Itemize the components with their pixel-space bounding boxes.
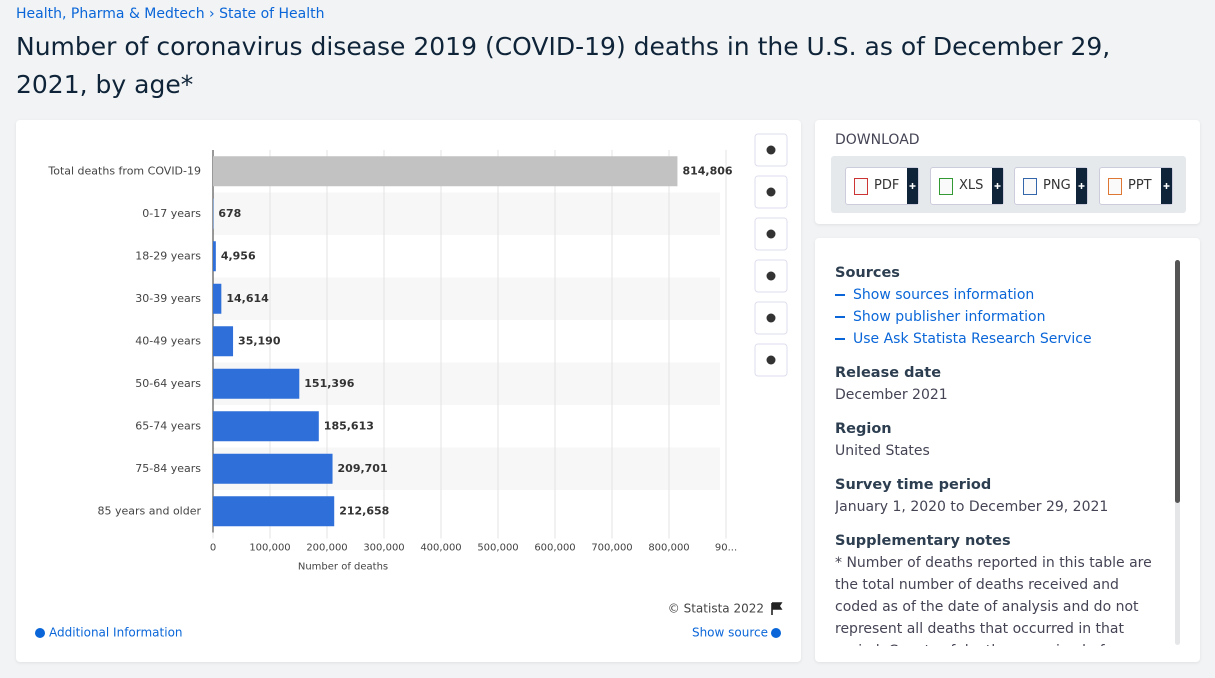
heading: Release date <box>835 365 942 381</box>
link[interactable]: Show publisher information <box>835 306 1165 328</box>
crumb-link[interactable]: Health, Pharma & Medtech <box>16 6 205 22</box>
y-tick-label: Total deaths from COVID-19 <box>47 164 201 177</box>
value-label: 4,956 <box>221 249 256 262</box>
x-tick-label: 300,000 <box>363 543 404 554</box>
y-tick-label: 75-84 years <box>135 462 201 475</box>
info-icon <box>771 628 781 638</box>
x-tick-label: 200,000 <box>306 543 347 554</box>
scroll-track <box>1175 260 1180 645</box>
value: United States <box>835 443 930 459</box>
link[interactable]: Use Ask Statista Research Service <box>835 328 1165 350</box>
tool-icon <box>766 229 776 239</box>
breadcrumb: Health, Pharma & Medtech › State of Heal… <box>16 6 325 22</box>
heading: Region <box>835 421 892 437</box>
y-tick-label: 85 years and older <box>97 504 201 517</box>
value-label: 209,701 <box>338 462 388 475</box>
x-tick-label: 600,000 <box>534 543 575 554</box>
download-card: DOWNLOAD PDF XLS PNG PPT <box>815 120 1200 224</box>
bar <box>213 326 234 357</box>
value-label: 35,190 <box>238 334 281 347</box>
bar <box>213 241 216 272</box>
download-panel: PDF XLS PNG PPT <box>831 156 1186 213</box>
download-heading: DOWNLOAD <box>835 132 920 148</box>
button-label: PPT <box>1128 178 1152 193</box>
row-stripe <box>213 277 720 320</box>
bar <box>213 496 335 527</box>
flag-icon <box>771 602 783 615</box>
bar <box>213 283 222 314</box>
row-stripe <box>213 192 720 235</box>
chart: © Statista 2022 Show source Additional I… <box>35 133 788 640</box>
value: * Number of deaths reported in this tabl… <box>835 555 1152 646</box>
info-text: Sources Show sources information Show pu… <box>835 262 1165 646</box>
download-button[interactable]: PDF <box>845 167 919 205</box>
value-label: 151,396 <box>304 377 354 390</box>
additional-info[interactable]: Additional Information <box>49 626 183 640</box>
y-tick-label: 30-39 years <box>135 292 201 305</box>
info-card: Sources Show sources information Show pu… <box>815 238 1200 662</box>
value-label: 14,614 <box>226 292 269 305</box>
x-tick-label: 800,000 <box>648 543 689 554</box>
heading: Supplementary notes <box>835 533 1011 549</box>
value-label: 185,613 <box>324 419 374 432</box>
tool-icon <box>766 313 776 323</box>
bar <box>213 411 319 442</box>
y-tick-label: 50-64 years <box>135 377 201 390</box>
value: January 1, 2020 to December 29, 2021 <box>835 499 1109 515</box>
button-label: XLS <box>959 178 984 193</box>
y-tick-label: 40-49 years <box>135 334 201 347</box>
download-button[interactable]: PNG <box>1014 167 1088 205</box>
x-tick-label: 0 <box>210 543 216 554</box>
heading: Survey time period <box>835 477 992 493</box>
scroll-thumb[interactable] <box>1175 260 1180 503</box>
tool-icon <box>766 187 776 197</box>
show-source[interactable]: Show source <box>692 626 768 640</box>
tool-icon <box>766 145 776 155</box>
page-title: Number of coronavirus disease 2019 (COVI… <box>16 32 1111 99</box>
link[interactable]: Show sources information <box>835 284 1165 306</box>
download-button[interactable]: PPT <box>1099 167 1173 205</box>
y-tick-label: 18-29 years <box>135 249 201 262</box>
button-label: PNG <box>1043 178 1071 193</box>
bar <box>213 368 300 399</box>
y-tick-label: 0-17 years <box>142 207 201 220</box>
crumb-link[interactable]: State of Health <box>219 6 325 22</box>
info-icon <box>35 628 45 638</box>
value-label: 212,658 <box>339 504 389 517</box>
value-label: 814,806 <box>682 164 732 177</box>
download-button[interactable]: XLS <box>930 167 1004 205</box>
bar <box>213 453 333 484</box>
button-label: PDF <box>874 178 900 193</box>
value-label: 678 <box>218 207 241 220</box>
tool-icon <box>766 271 776 281</box>
x-tick-label: 90... <box>715 543 737 554</box>
copyright: © Statista 2022 <box>668 602 764 616</box>
bar <box>213 156 678 187</box>
chart-card: © Statista 2022 Show source Additional I… <box>16 120 801 662</box>
x-axis-label: Number of deaths <box>298 562 388 573</box>
tool-icon <box>766 355 776 365</box>
x-tick-label: 400,000 <box>420 543 461 554</box>
x-tick-label: 700,000 <box>591 543 632 554</box>
value: December 2021 <box>835 387 948 403</box>
x-tick-label: 500,000 <box>477 543 518 554</box>
x-tick-label: 100,000 <box>249 543 290 554</box>
toolbar <box>754 133 788 377</box>
heading: Sources <box>835 265 900 281</box>
y-tick-label: 65-74 years <box>135 419 201 432</box>
